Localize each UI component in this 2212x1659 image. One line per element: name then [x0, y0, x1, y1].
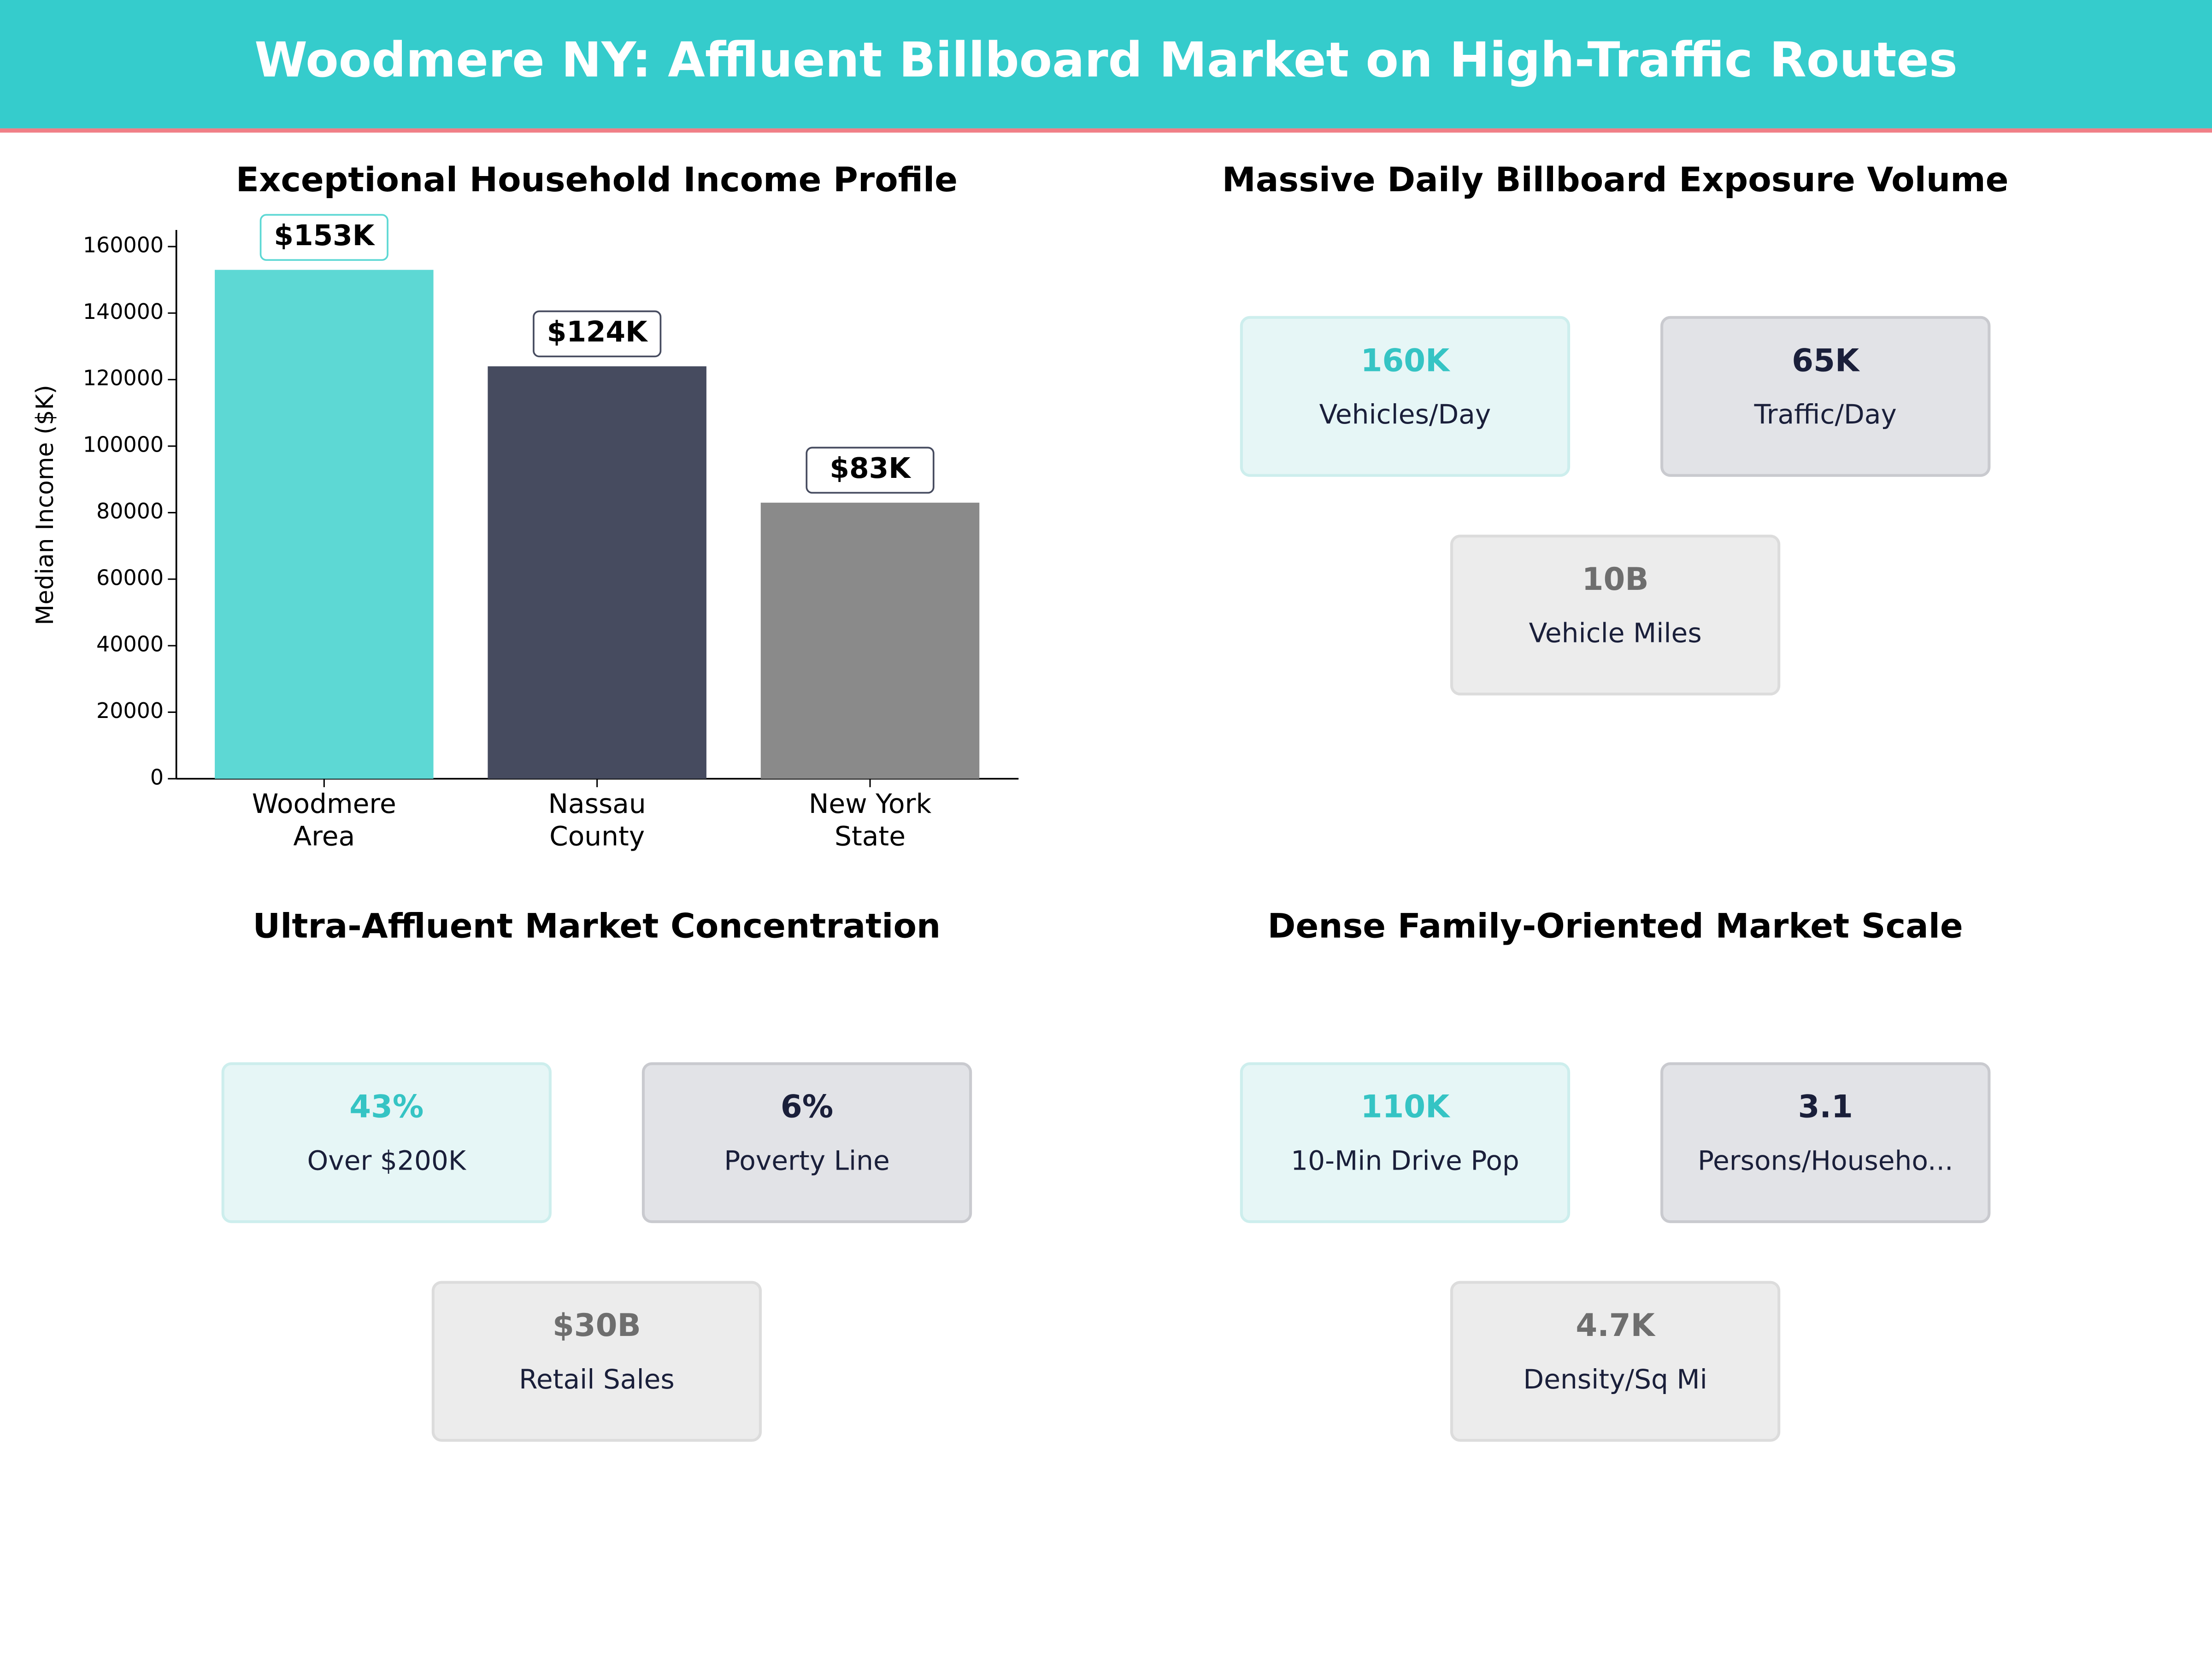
y-tick-label: 120000: [83, 365, 164, 390]
kpi-value: 43%: [349, 1088, 424, 1125]
kpi-card: [1660, 1062, 1991, 1224]
x-tick-label: Woodmere Area: [252, 788, 396, 852]
kpi-label: Vehicle Miles: [1529, 618, 1702, 649]
kpi-card: [1240, 316, 1571, 477]
kpi-label: Poverty Line: [724, 1145, 890, 1177]
kpi-card: [1240, 1062, 1571, 1224]
kpi-value: 110K: [1361, 1088, 1451, 1125]
y-tick-label: 80000: [96, 499, 164, 524]
kpi-value: 65K: [1792, 342, 1860, 378]
kpi-label: 10-Min Drive Pop: [1291, 1145, 1519, 1177]
bar: [760, 502, 980, 779]
kpi-card: [641, 1062, 972, 1224]
kpi-label: Retail Sales: [519, 1364, 675, 1395]
kpi-label: Persons/Househo...: [1698, 1145, 1953, 1177]
value-label: $83K: [830, 452, 912, 485]
page-title: Woodmere NY: Affluent Billboard Market o…: [254, 32, 1958, 88]
y-tick-label: 0: [150, 765, 164, 789]
value-label: $124K: [547, 316, 648, 348]
kpi-card: [1450, 535, 1781, 696]
kpi-value: 6%: [781, 1088, 833, 1125]
bar: [215, 270, 434, 779]
kpi-label: Density/Sq Mi: [1523, 1364, 1707, 1395]
x-tick-label: Nassau County: [548, 788, 646, 852]
kpi-card: [1660, 316, 1991, 477]
y-tick-label: 160000: [83, 233, 164, 258]
header-bar: [0, 0, 2212, 129]
header-rule: [0, 128, 2212, 133]
x-tick-label: New York State: [809, 788, 932, 852]
y-tick-label: 100000: [83, 432, 164, 457]
kpi-value: 4.7K: [1576, 1307, 1656, 1343]
chart-title: Exceptional Household Income Profile: [236, 160, 958, 200]
y-tick-label: 140000: [83, 299, 164, 324]
bar: [488, 366, 706, 779]
kpi-label: Over $200K: [307, 1145, 467, 1177]
kpi-card: [1450, 1281, 1781, 1442]
value-label-box: [806, 447, 935, 494]
panel-title: Massive Daily Billboard Exposure Volume: [1222, 160, 2009, 200]
y-tick-label: 20000: [96, 698, 164, 723]
kpi-value: 3.1: [1798, 1088, 1853, 1125]
kpi-card: [221, 1062, 552, 1224]
y-tick-label: 60000: [96, 565, 164, 590]
panel-title: Dense Family-Oriented Market Scale: [1268, 906, 1963, 946]
kpi-label: Vehicles/Day: [1319, 399, 1491, 430]
value-label: $153K: [274, 219, 375, 252]
kpi-value: 160K: [1361, 342, 1451, 378]
kpi-value: $30B: [553, 1307, 641, 1343]
value-label-box: [259, 214, 388, 261]
y-axis-title: Median Income ($K): [31, 385, 59, 625]
kpi-label: Traffic/Day: [1754, 399, 1897, 430]
value-label-box: [533, 310, 662, 358]
panel-title: Ultra-Affluent Market Concentration: [253, 906, 941, 946]
kpi-card: [431, 1281, 762, 1442]
y-tick-label: 40000: [96, 632, 164, 657]
kpi-value: 10B: [1582, 561, 1649, 597]
